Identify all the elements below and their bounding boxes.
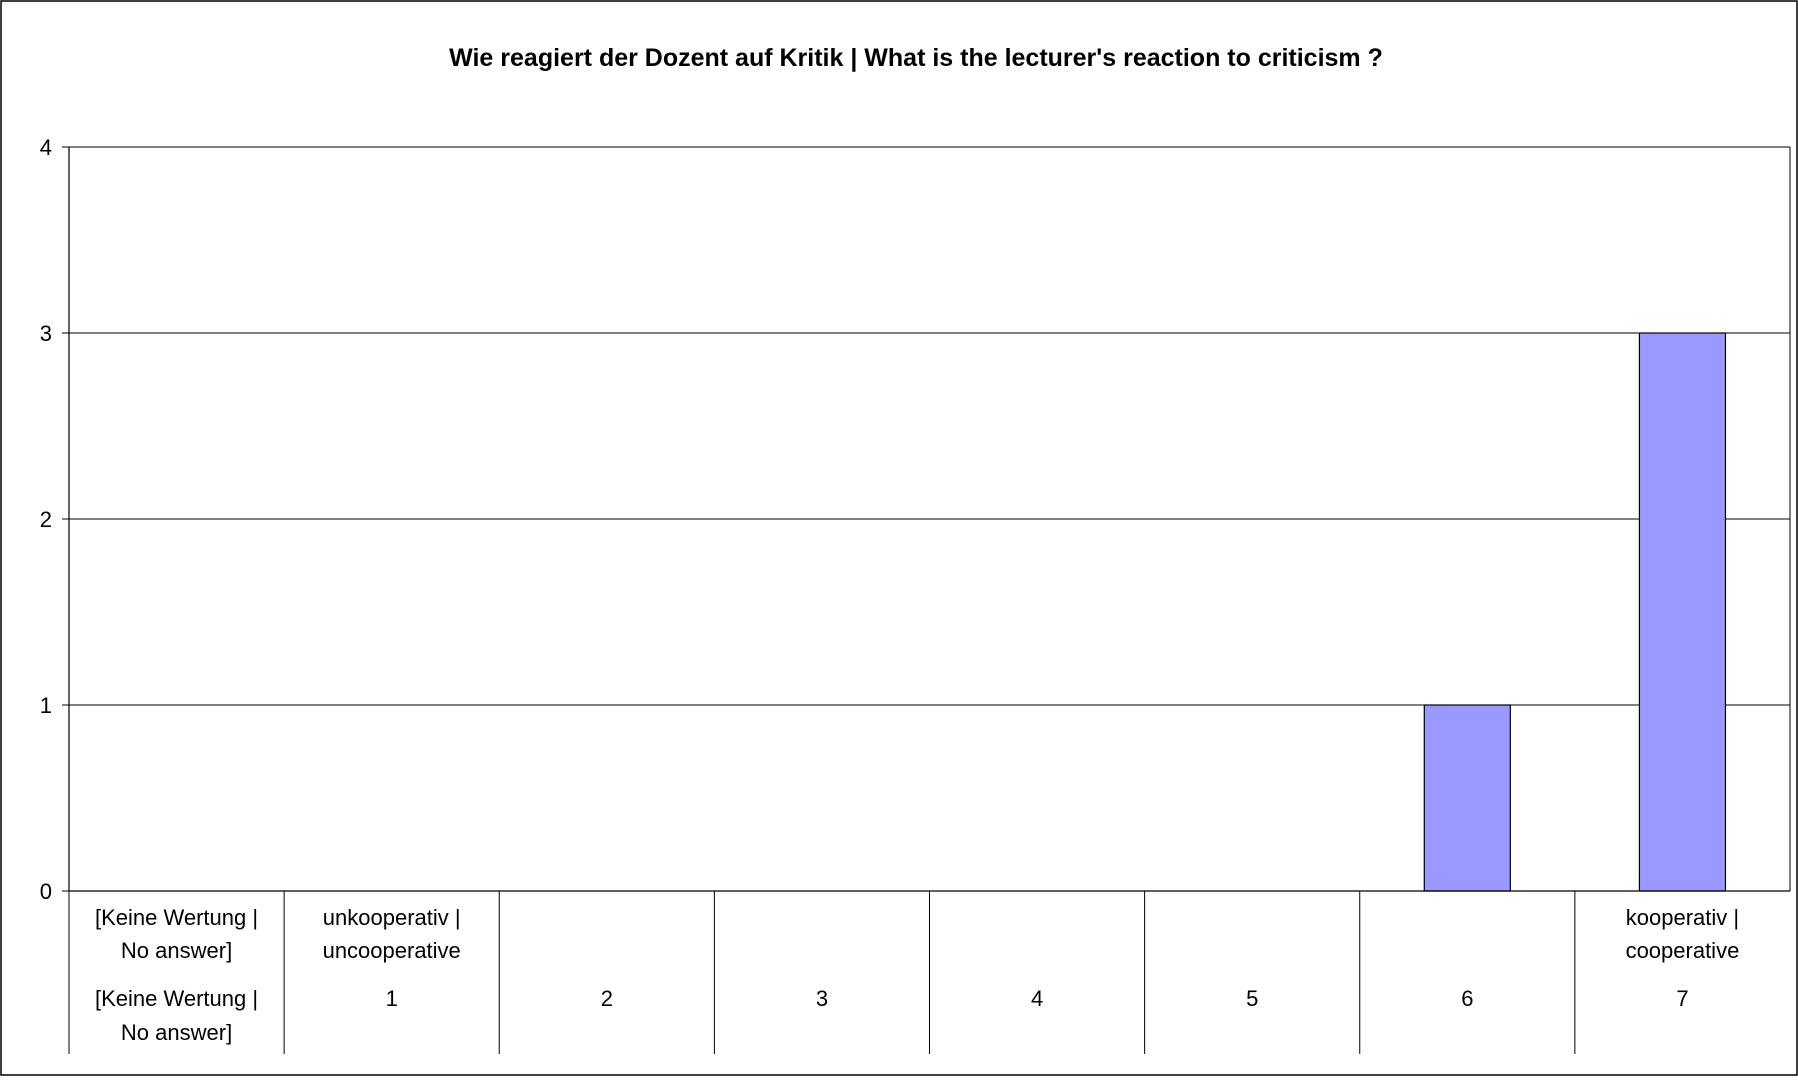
category-label: cooperative xyxy=(1626,938,1740,963)
category-value-label: 6 xyxy=(1461,986,1473,1011)
category-value-label: 1 xyxy=(386,986,398,1011)
bar xyxy=(1423,704,1511,892)
category-label: [Keine Wertung | xyxy=(95,905,258,930)
category-value-label: 7 xyxy=(1676,986,1688,1011)
category-value-label: 5 xyxy=(1246,986,1258,1011)
y-tick-label: 4 xyxy=(40,135,52,160)
y-tick-label: 1 xyxy=(40,693,52,718)
category-label: uncooperative xyxy=(323,938,461,963)
y-tick-label: 2 xyxy=(40,507,52,532)
axes: 0 1 2 3 4 xyxy=(40,135,1791,1054)
y-tick-label: 3 xyxy=(40,321,52,346)
category-value-label: [Keine Wertung | xyxy=(95,986,258,1011)
category-value-label: No answer] xyxy=(121,1020,232,1045)
category-value-label: 3 xyxy=(816,986,828,1011)
category-labels: [Keine Wertung | No answer] [Keine Wertung… xyxy=(95,905,1739,1045)
category-label: unkooperativ | xyxy=(323,905,461,930)
category-value-label: 2 xyxy=(601,986,613,1011)
category-label: No answer] xyxy=(121,938,232,963)
y-tick-label: 0 xyxy=(40,879,52,904)
bar xyxy=(1638,332,1727,892)
category-value-label: 4 xyxy=(1031,986,1043,1011)
chart-title: Wie reagiert der Dozent auf Kritik | Wha… xyxy=(449,44,1383,72)
category-label: kooperativ | xyxy=(1626,905,1739,930)
